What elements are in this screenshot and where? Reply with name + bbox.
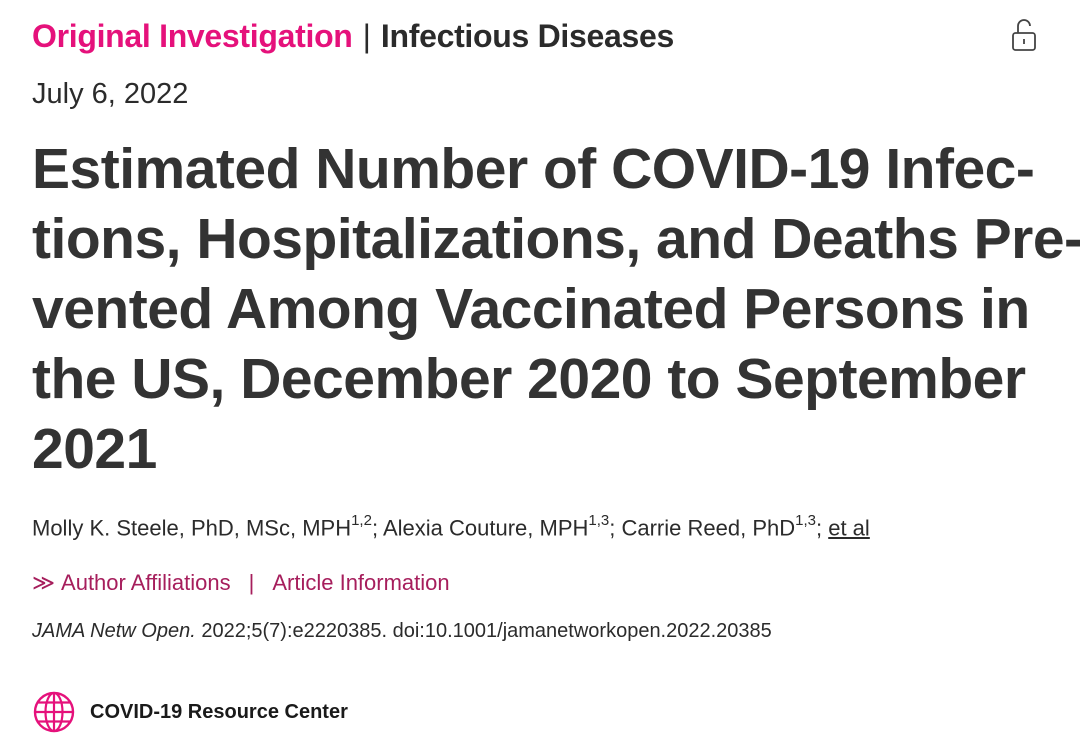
title-line: vented Among Vaccinated Persons in (32, 277, 1030, 341)
article-title: Estimated Number of COVID-19 Infec- tion… (32, 134, 1080, 484)
title-line: the US, December 2020 to September (32, 347, 1026, 411)
title-line: Estimated Number of COVID-19 Infec- (32, 137, 1035, 201)
resource-center-label: COVID-19 Resource Center (90, 700, 348, 723)
title-line: 2021 (32, 417, 157, 481)
double-chevron-right-icon: ≫ (32, 570, 56, 595)
title-line: tions, Hospitalizations, and Deaths Pre- (32, 207, 1080, 271)
author-affiliation-sup: 1,3 (588, 512, 610, 529)
publication-date: July 6, 2022 (32, 78, 189, 110)
author-name[interactable]: Molly K. Steele, PhD, MSc, MPH (32, 515, 352, 541)
citation: JAMA Netw Open. 2022;5(7):e2220385. doi:… (32, 620, 772, 643)
article-links: ≫ Author Affiliations | Article Informat… (32, 570, 450, 596)
author-separator: ; (609, 515, 622, 541)
author-affiliations-link[interactable]: Author Affiliations (61, 570, 231, 595)
author-list: Molly K. Steele, PhD, MSc, MPH1,2; Alexi… (32, 512, 870, 541)
article-header: Original Investigation | Infectious Dise… (32, 14, 1048, 58)
et-al-link[interactable]: et al (828, 515, 870, 541)
section-topic-link[interactable]: Infectious Diseases (380, 17, 674, 54)
section-type-link[interactable]: Original Investigation (32, 17, 353, 54)
citation-details: 2022;5(7):e2220385. doi:10.1001/jamanetw… (195, 620, 772, 642)
author-separator: ; (371, 515, 383, 541)
journal-name: JAMA Netw Open. (32, 620, 196, 642)
unlock-icon (1012, 19, 1036, 51)
links-separator: | (248, 570, 255, 595)
section-separator: | (362, 17, 371, 54)
author-name[interactable]: Alexia Couture, MPH (382, 515, 589, 541)
resource-center-link[interactable]: COVID-19 Resource Center (32, 690, 348, 734)
author-affiliation-sup: 1,2 (351, 512, 372, 529)
author-affiliation-sup: 1,3 (795, 512, 816, 529)
author-name[interactable]: Carrie Reed, PhD (621, 515, 796, 541)
author-separator: ; (815, 515, 829, 541)
globe-icon (33, 691, 75, 733)
article-information-link[interactable]: Article Information (272, 570, 450, 595)
